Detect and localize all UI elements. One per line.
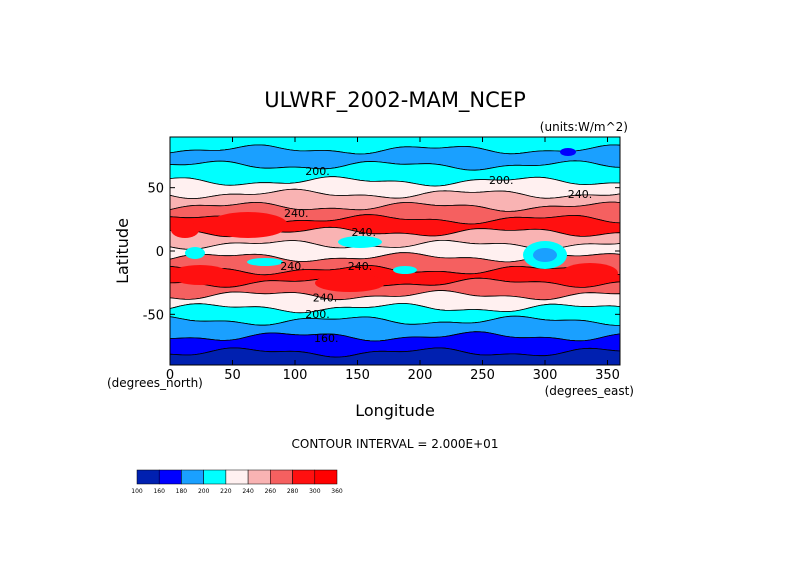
colorbar: 100 160 180 200 220 240 260 280 300 360 [131, 469, 343, 495]
y-axis-label: Latitude [113, 218, 132, 284]
colorbar-label: 360 [331, 488, 343, 495]
low-olr-cell [247, 258, 283, 266]
contour-band [170, 347, 620, 365]
x-tick-label: 0 [166, 368, 174, 383]
contour-label: 200. [489, 174, 514, 187]
x-axis: 0 50 100 150 200 250 300 350 [166, 137, 620, 383]
contour-label: 200. [305, 308, 330, 321]
high-olr-cell [208, 212, 288, 238]
colorbar-swatch [203, 469, 227, 485]
x-tick-label: 150 [345, 368, 370, 383]
colorbar-swatch [247, 469, 271, 485]
blob-layer [170, 148, 618, 292]
y-tick-label: -50 [143, 308, 164, 323]
contour-label: 200. [305, 165, 330, 178]
colorbar-label: 200 [198, 488, 210, 495]
low-olr-cell [338, 236, 382, 248]
x-tick-label: 50 [224, 368, 241, 383]
colorbar-label: 300 [309, 488, 321, 495]
colorbar-swatch [225, 469, 249, 485]
colorbar-swatch [292, 469, 316, 485]
x-tick-label: 300 [533, 368, 558, 383]
x-tick-label: 200 [408, 368, 433, 383]
y-tick-label: 0 [156, 245, 164, 260]
high-olr-cell [171, 222, 199, 238]
colorbar-label: 160 [153, 488, 165, 495]
colorbar-label: 100 [131, 488, 143, 495]
contour-interval-text: CONTOUR INTERVAL = 2.000E+01 [292, 437, 499, 451]
low-olr-cell [560, 148, 576, 156]
low-olr-cell [185, 247, 205, 259]
contour-label-layer: 200. 200. 240. 240. 240. 240. 240. 240. 200. 160. [280, 165, 592, 345]
high-olr-cell [562, 263, 618, 283]
high-olr-cell [170, 265, 230, 285]
y-unit-note: (degrees_north) [107, 376, 203, 390]
chart-title: ULWRF_2002-MAM_NCEP [264, 88, 526, 113]
contour-label: 240. [348, 260, 373, 273]
x-axis-label: Longitude [355, 401, 435, 420]
colorbar-label: 240 [242, 488, 254, 495]
colorbar-label: 180 [176, 488, 188, 495]
colorbar-swatch [270, 469, 293, 485]
colorbar-swatch [158, 469, 182, 485]
colorbar-swatch [181, 469, 204, 485]
contour-label: 240. [352, 226, 377, 239]
contour-label: 240. [280, 260, 305, 273]
low-olr-cell [393, 266, 417, 274]
contour-label: 160. [314, 332, 339, 345]
units-label: (units:W/m^2) [540, 120, 628, 134]
colorbar-swatch [136, 469, 160, 485]
colorbar-label: 220 [220, 488, 232, 495]
x-tick-label: 100 [283, 368, 308, 383]
plot-area: 200. 200. 240. 240. 240. 240. 240. 240. 200. 160. [170, 137, 620, 365]
x-tick-label: 350 [595, 368, 620, 383]
low-olr-cell [533, 248, 557, 262]
high-olr-cell [315, 274, 385, 292]
contour-label: 240. [284, 207, 309, 220]
y-axis: -50 0 50 [143, 182, 620, 323]
colorbar-label: 280 [287, 488, 299, 495]
contour-label: 240. [313, 292, 338, 305]
y-tick-label: 50 [147, 182, 164, 197]
colorbar-swatch [314, 469, 338, 485]
x-unit-note: (degrees_east) [545, 384, 634, 398]
x-tick-label: 250 [470, 368, 495, 383]
colorbar-label: 260 [265, 488, 277, 495]
contour-label: 240. [568, 188, 593, 201]
